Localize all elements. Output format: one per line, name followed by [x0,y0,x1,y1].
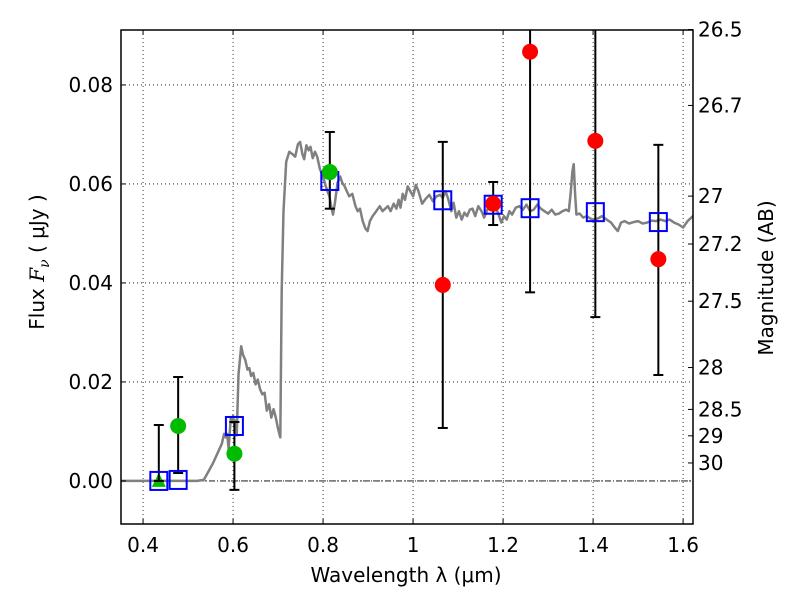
y-axis-title: Flux Fν ( μJy ) [25,194,53,329]
model-square-point [585,202,605,223]
y2-tick-label: 26.7 [698,93,743,117]
model-square-point [224,415,244,436]
y2-tick-label: 26.5 [698,17,743,41]
y-axis-title-symbol: F [25,267,49,283]
x-tick-label: 0.6 [217,533,249,557]
y-tick-label: 0.08 [68,73,113,97]
plot-area [121,30,693,491]
y-tick-label: 0.04 [68,271,113,295]
y2-tick-label: 28 [698,356,723,380]
x-axis: 0.4 0.6 0.8 1 1.2 1.4 1.6 [127,30,699,557]
y2-tick-label: 27.5 [698,289,743,313]
y2-tick-label: 27 [698,184,723,208]
y-tick-label: 0.06 [68,172,113,196]
y2-axis-title: Magnitude (AB) [754,200,778,355]
red-circle-point [587,132,604,149]
y-tick-label: 0.00 [68,469,113,493]
red-circle-point [485,195,502,212]
green-circle-point [321,164,338,181]
x-tick-label: 1.2 [487,533,519,557]
y2-tick-label: 30 [698,451,723,475]
x-tick-label: 1.6 [667,533,699,557]
x-tick-label: 0.4 [127,533,159,557]
y-axis-title-subscript: ν [37,259,53,268]
x-tick-label: 0.8 [307,533,339,557]
model-square-point [520,198,540,219]
red-circle-point [434,276,451,293]
y-axis: 0.00 0.02 0.04 0.06 0.08 [68,73,126,493]
y-tick-label: 0.02 [68,370,113,394]
sed-line [121,140,693,483]
green-circle-point [226,445,243,462]
grid [121,30,693,524]
green-circle-point [170,417,187,434]
axes-frame [120,29,694,525]
y-axis-title-suffix: ( μJy ) [25,194,49,259]
red-circle-point [522,43,539,60]
model-square-point [483,194,503,215]
x-tick-label: 1.4 [577,533,609,557]
model-square-point [648,212,668,233]
y-axis-title-prefix: Flux [25,282,49,330]
model-square-point [168,469,188,490]
model-square-point [433,190,453,211]
y2-tick-label: 27.2 [698,232,743,256]
model-square-point [149,470,169,491]
x-tick-label: 1 [407,533,420,557]
y2-tick-label: 28.5 [698,397,743,421]
red-circle-point [650,251,667,268]
x-axis-title: Wavelength λ (μm) [310,563,501,587]
y2-tick-label: 29 [698,424,723,448]
y2-axis: 26.5 26.7 27 27.2 27.5 28 28.5 29 30 [688,17,743,475]
